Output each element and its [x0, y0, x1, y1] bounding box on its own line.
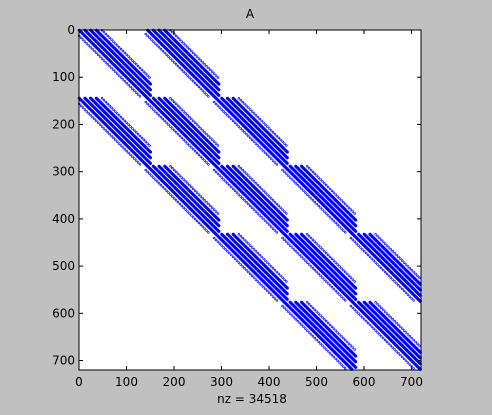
y-tick-label: 600: [52, 306, 75, 320]
y-axis: 0 100 200 300 400 500 600 700: [52, 23, 421, 368]
x-axis: 0 100 200 300 400 500 600 700: [75, 30, 423, 389]
sparsity-stripe-0-3: [89, 96, 358, 364]
sparsity-stripe-0-0: [77, 102, 347, 370]
x-tick-label: 300: [210, 375, 233, 389]
diagonal-band-1: [77, 28, 422, 371]
x-tick-label: 0: [75, 375, 83, 389]
sparsity-stripe-2-1: [146, 28, 422, 303]
sparsity-stripe-0-1: [77, 96, 354, 371]
y-tick-label: 0: [67, 23, 75, 37]
axes-frame: [78, 29, 422, 371]
x-tick-label: 400: [258, 375, 281, 389]
sparsity-stripe-1-2: [83, 28, 422, 366]
x-tick-label: 200: [163, 375, 186, 389]
sparsity-stripe-2-0: [144, 32, 415, 302]
sparsity-stripe-0-2: [83, 96, 358, 369]
y-tick-label: 300: [52, 165, 75, 179]
sparsity-stripe-0-5: [100, 96, 356, 351]
y-tick-label: 400: [52, 212, 75, 226]
sparsity-points: [77, 28, 422, 371]
y-tick-label: 100: [52, 70, 75, 84]
y-tick-label: 200: [52, 117, 75, 131]
sparsity-stripe-0-4: [94, 96, 358, 358]
x-tick-label: 700: [400, 375, 423, 389]
x-tick-label: 600: [353, 375, 376, 389]
sparsity-stripe-1-0: [77, 34, 415, 370]
y-tick-label: 700: [52, 354, 75, 368]
y-tick-label: 500: [52, 259, 75, 273]
plot-area: [77, 28, 422, 371]
diagonal-band-0: [77, 96, 358, 371]
x-tick-label: 500: [305, 375, 328, 389]
x-axis-label: nz = 34518: [217, 392, 287, 406]
diagonal-band-2: [144, 28, 422, 303]
chart-title: A: [246, 7, 255, 21]
x-tick-label: 100: [115, 375, 138, 389]
